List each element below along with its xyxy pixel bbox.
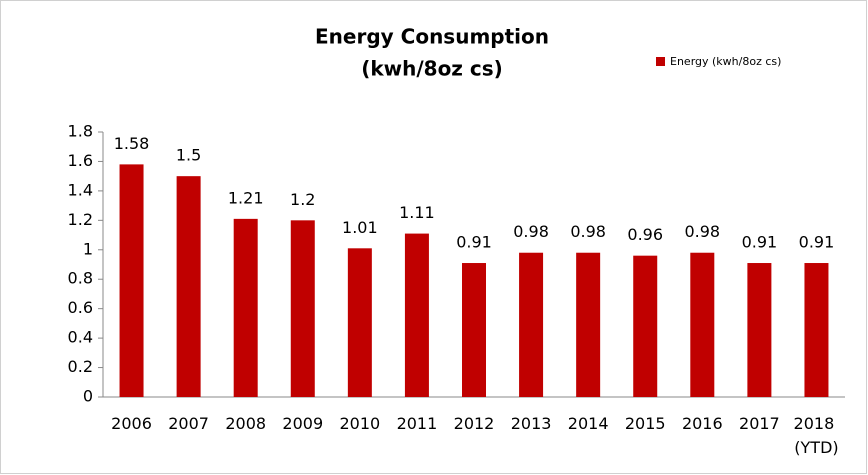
x-tick-label: 2006: [111, 414, 152, 433]
data-label: 0.98: [570, 222, 606, 241]
bar: [404, 233, 429, 397]
data-label: 1.11: [399, 203, 435, 222]
bar: [176, 176, 201, 397]
chart-title: Energy Consumption: [315, 25, 549, 49]
x-tick-label: 2008: [225, 414, 266, 433]
data-label: 0.98: [513, 222, 549, 241]
x-tick-label: 2013: [511, 414, 552, 433]
bar: [462, 263, 486, 397]
y-tick-label: 0: [83, 387, 93, 406]
y-tick-label: 1.2: [68, 210, 93, 229]
data-label: 1.58: [114, 134, 150, 153]
bar: [804, 263, 829, 397]
x-tick-label: 2009: [282, 414, 323, 433]
data-label: 1.5: [176, 146, 201, 165]
data-label: 0.91: [456, 233, 492, 252]
x-tick-label: 2014: [568, 414, 609, 433]
y-tick-label: 0.6: [68, 298, 93, 317]
x-tick-label: 2007: [168, 414, 209, 433]
data-label: 0.96: [627, 225, 663, 244]
x-tick-label: 2018 (YTD): [794, 414, 840, 457]
x-tick-label: 2012: [454, 414, 495, 433]
x-tick-label: 2011: [397, 414, 438, 433]
x-tick-label: 2016: [682, 414, 723, 433]
bar: [633, 255, 658, 397]
x-tick-label: 2010: [339, 414, 380, 433]
y-tick-label: 1.6: [68, 151, 93, 170]
bar: [290, 220, 315, 397]
y-tick-label: 1.8: [68, 122, 93, 141]
bar: [519, 252, 544, 397]
bar: [119, 164, 144, 397]
data-label: 0.91: [799, 233, 835, 252]
x-tick-label: 2017: [739, 414, 780, 433]
y-tick-label: 1: [83, 239, 93, 258]
y-tick-label: 0.8: [68, 269, 93, 288]
bar: [747, 263, 772, 397]
data-label: 0.98: [684, 222, 720, 241]
bar: [576, 252, 601, 397]
y-tick-label: 0.4: [68, 328, 93, 347]
data-label: 0.91: [742, 233, 778, 252]
data-label: 1.01: [342, 218, 378, 237]
bar: [690, 252, 715, 397]
bar: [233, 218, 258, 397]
chart-title: (kwh/8oz cs): [361, 57, 503, 81]
y-tick-label: 1.4: [68, 180, 93, 199]
data-label: 1.2: [290, 190, 315, 209]
data-label: 1.21: [228, 188, 264, 207]
bar: [347, 248, 372, 397]
legend-label: Energy (kwh/8oz cs): [670, 55, 781, 68]
legend-swatch: [656, 57, 665, 66]
y-tick-label: 0.2: [68, 357, 93, 376]
x-tick-label: 2015: [625, 414, 666, 433]
